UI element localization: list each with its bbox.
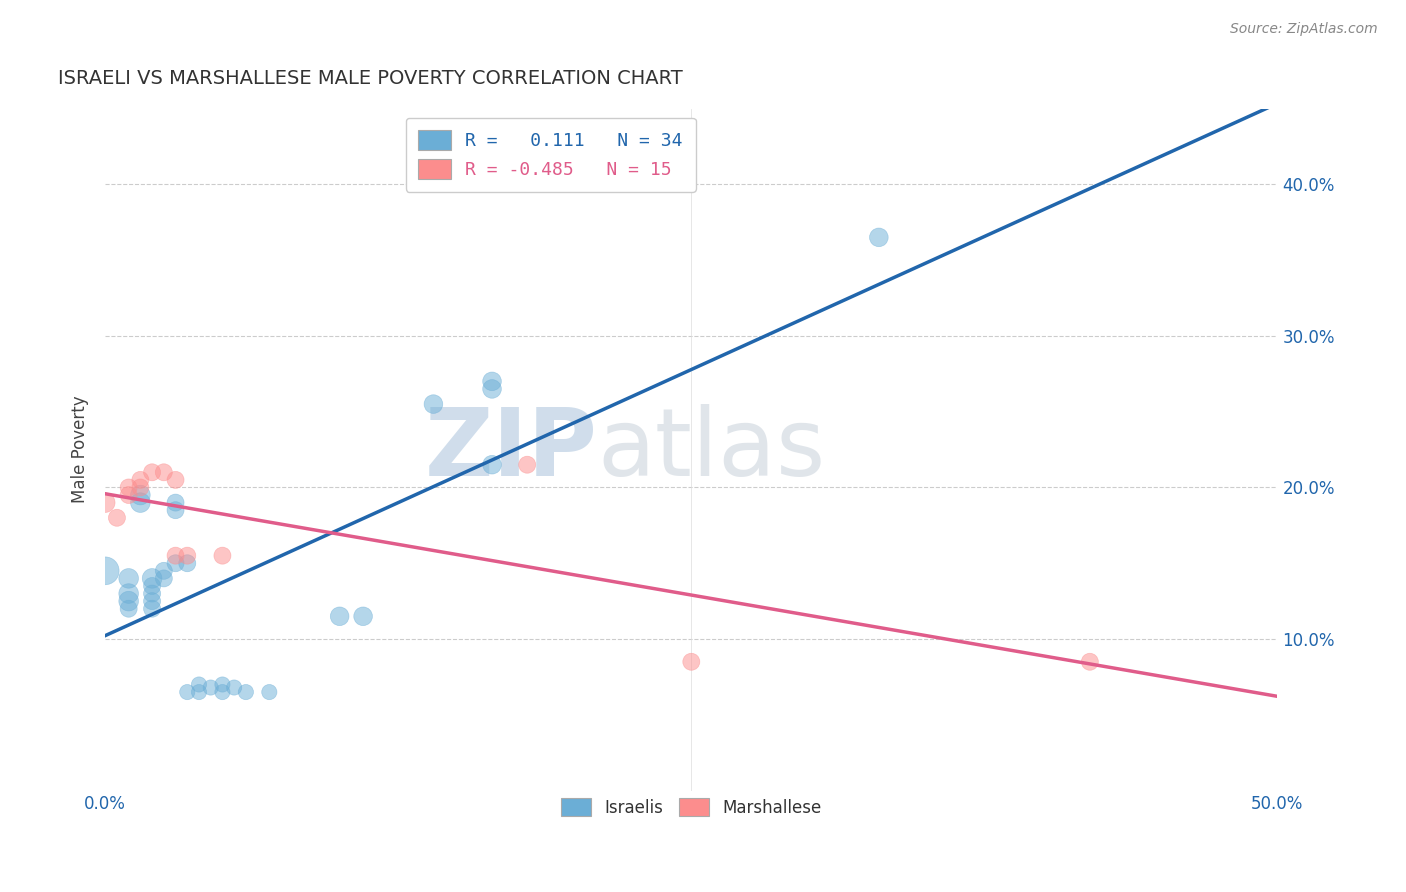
Point (129, 473, 152, 487)
Point (481, 375, 503, 389)
Point (481, 382, 503, 396)
Text: ZIP: ZIP (425, 403, 598, 496)
Text: ISRAELI VS MARSHALLESE MALE POVERTY CORRELATION CHART: ISRAELI VS MARSHALLESE MALE POVERTY CORR… (58, 69, 683, 87)
Point (141, 586, 163, 600)
Point (129, 488, 152, 502)
Legend: Israelis, Marshallese: Israelis, Marshallese (554, 791, 828, 823)
Point (211, 549, 233, 563)
Point (235, 685, 257, 699)
Point (352, 609, 374, 624)
Point (165, 495, 187, 509)
Point (188, 677, 211, 691)
Point (118, 601, 141, 615)
Point (211, 677, 233, 691)
Point (224, 681, 246, 695)
Point (165, 549, 187, 563)
Point (153, 564, 176, 578)
Point (188, 685, 211, 699)
Point (118, 594, 141, 608)
Point (118, 480, 141, 494)
Y-axis label: Male Poverty: Male Poverty (72, 396, 89, 503)
Point (1078, 655, 1101, 669)
Point (153, 465, 176, 479)
Point (200, 681, 222, 695)
Point (105, 510, 128, 524)
Point (94, 495, 117, 509)
Point (118, 488, 141, 502)
Point (118, 586, 141, 600)
Point (868, 230, 890, 244)
Point (516, 458, 538, 472)
Point (141, 579, 163, 593)
Point (129, 480, 152, 494)
Point (176, 549, 198, 563)
Point (176, 685, 198, 699)
Point (129, 495, 152, 509)
Point (141, 601, 163, 615)
Point (94, 564, 117, 578)
Point (422, 397, 444, 411)
Point (165, 473, 187, 487)
Point (118, 571, 141, 585)
Point (141, 594, 163, 608)
Point (165, 503, 187, 517)
Point (141, 571, 163, 585)
Point (329, 609, 352, 624)
Text: Source: ZipAtlas.com: Source: ZipAtlas.com (1230, 22, 1378, 37)
Point (153, 571, 176, 585)
Point (141, 465, 163, 479)
Point (259, 685, 281, 699)
Point (211, 685, 233, 699)
Point (165, 556, 187, 570)
Point (481, 458, 503, 472)
Point (681, 655, 703, 669)
Point (176, 556, 198, 570)
Text: atlas: atlas (598, 403, 825, 496)
